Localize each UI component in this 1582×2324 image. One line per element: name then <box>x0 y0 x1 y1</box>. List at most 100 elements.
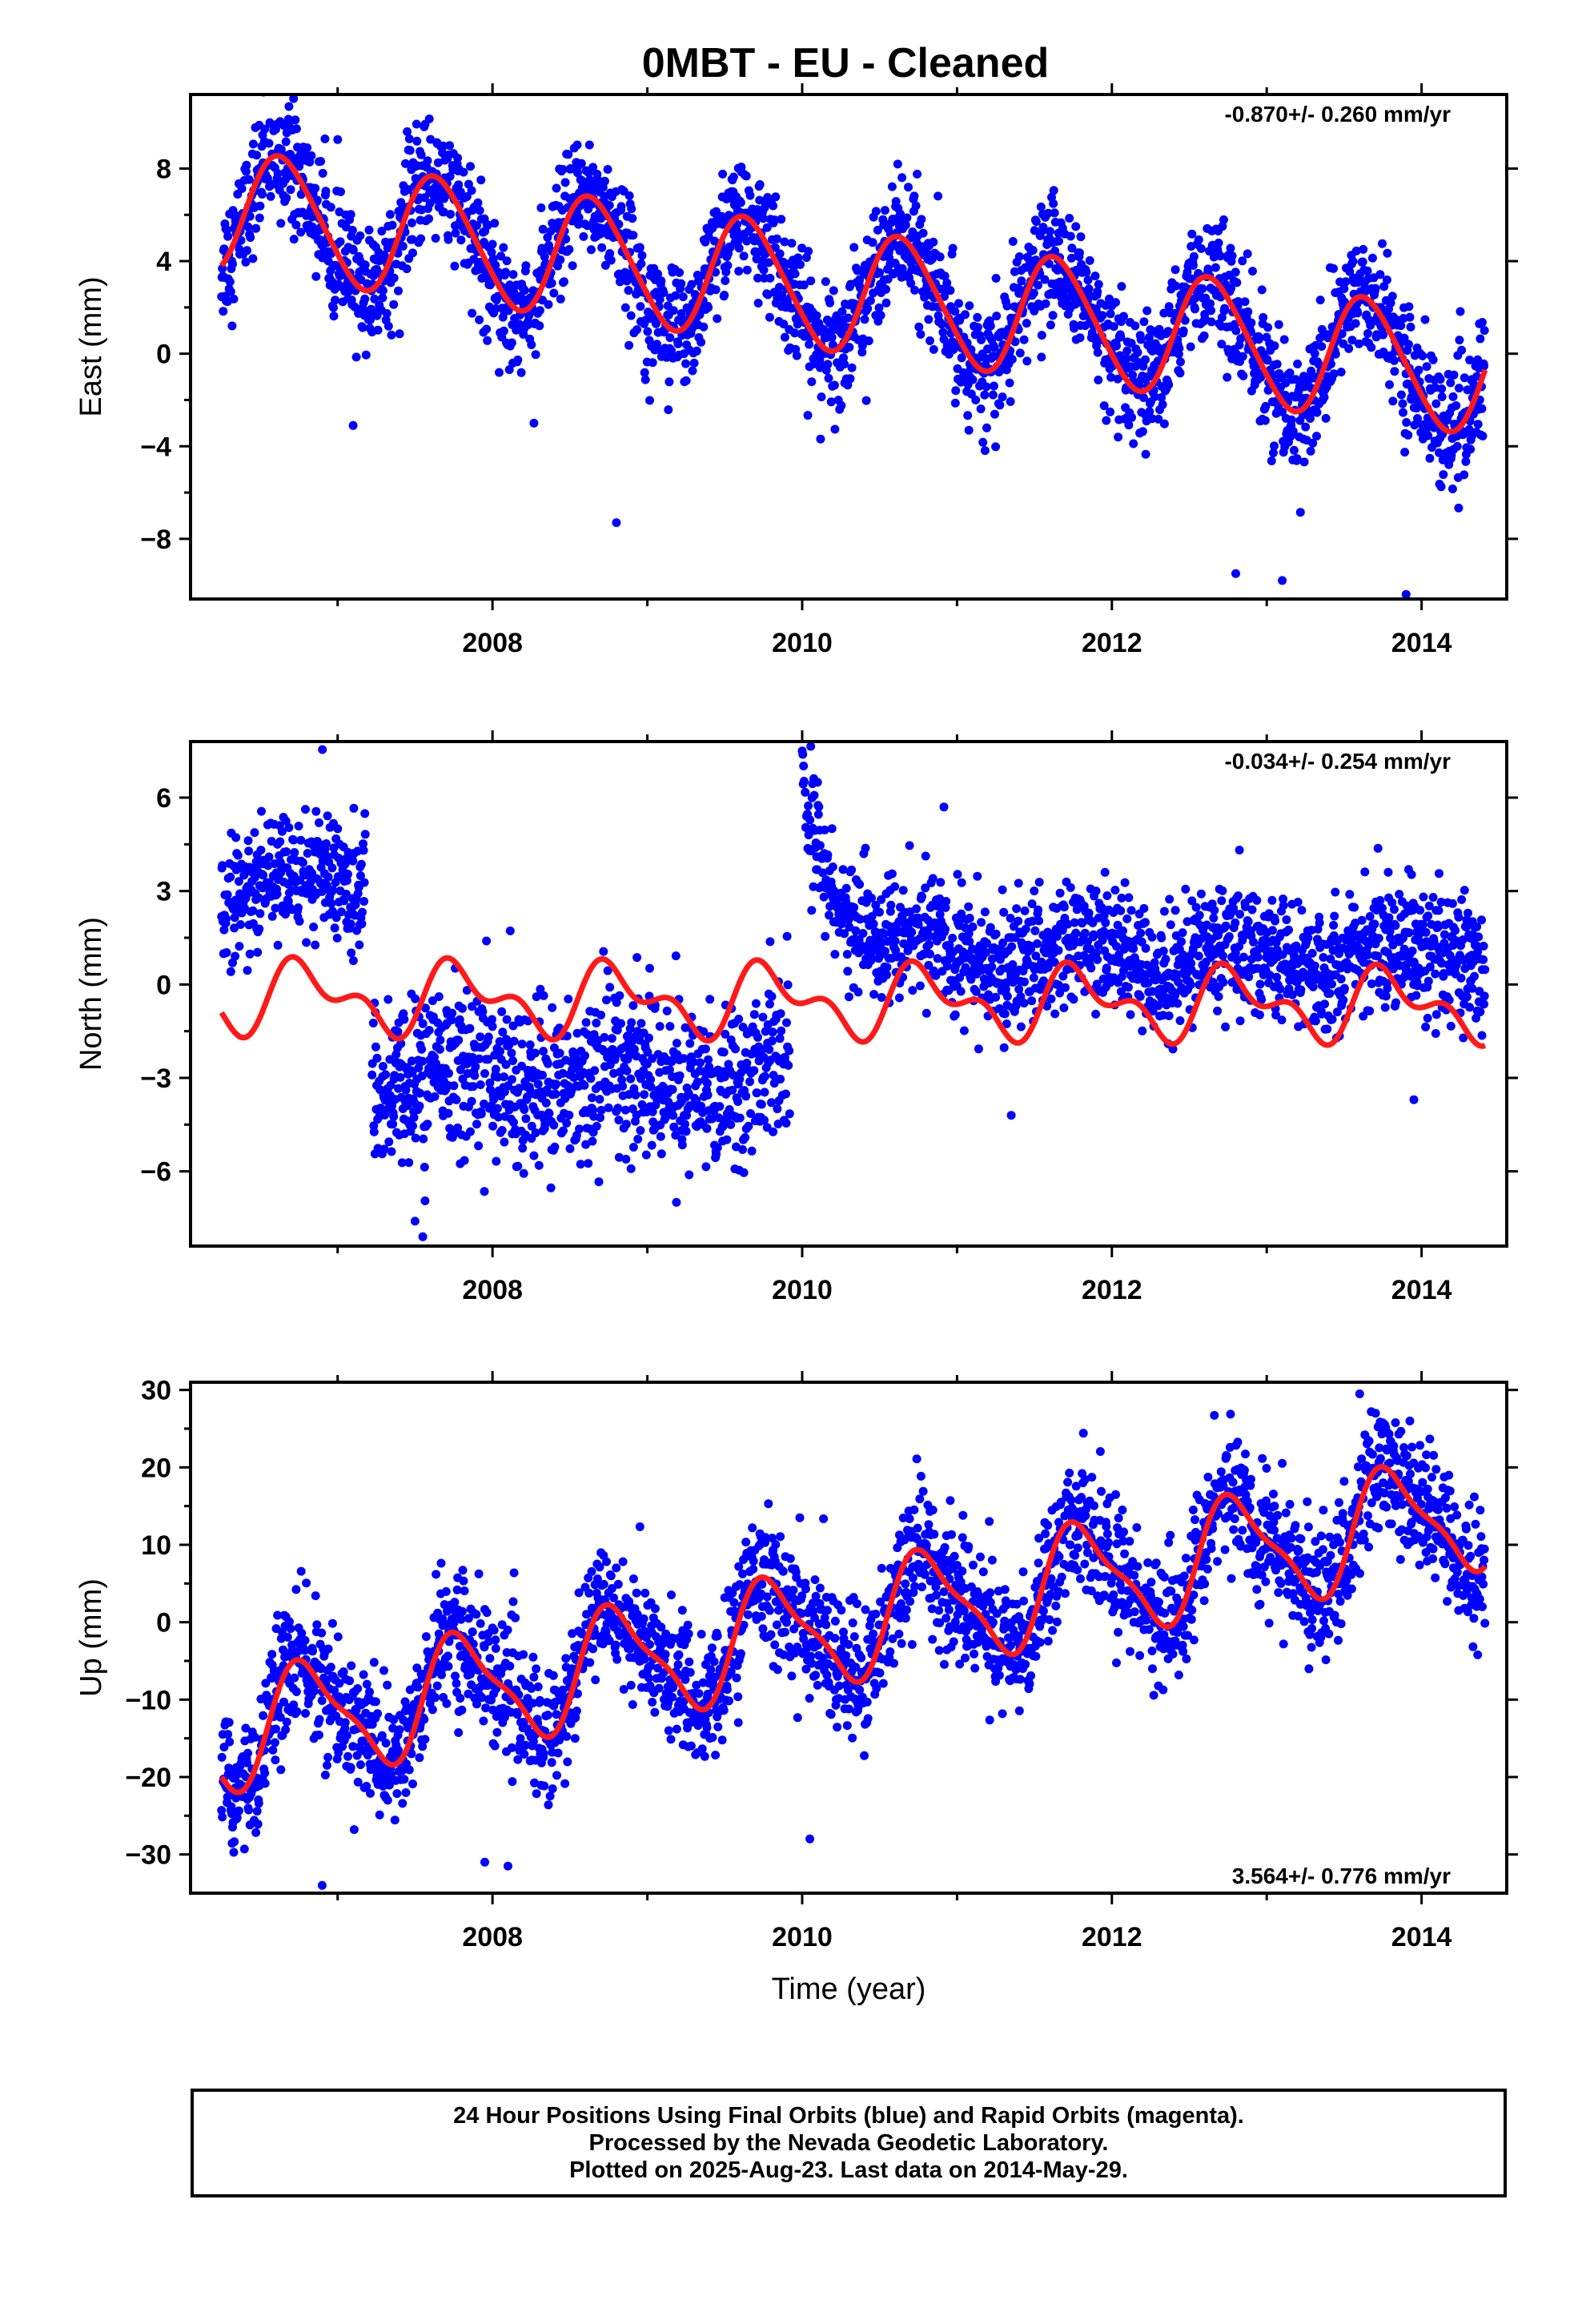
north-data-point <box>1055 988 1065 998</box>
east-x-tick-label: 2008 <box>462 628 523 658</box>
north-data-point <box>624 1090 634 1100</box>
north-data-point <box>726 1120 736 1129</box>
east-data-point <box>454 180 464 190</box>
north-data-point <box>875 907 884 917</box>
north-data-point <box>275 837 285 846</box>
north-data-point <box>243 836 253 846</box>
north-data-point <box>491 1064 500 1074</box>
north-data-point <box>777 1026 786 1035</box>
north-data-point <box>636 1126 645 1136</box>
north-data-point <box>271 903 280 913</box>
north-data-point <box>1218 886 1227 895</box>
north-data-point <box>538 1071 547 1080</box>
north-data-point <box>964 929 974 939</box>
east-data-point <box>1122 354 1131 364</box>
north-data-point <box>408 1068 417 1078</box>
east-data-point <box>675 267 685 277</box>
east-data-point <box>1188 261 1198 270</box>
north-data-point <box>1235 846 1244 854</box>
north-data-point <box>912 904 921 914</box>
east-data-point <box>823 360 833 369</box>
east-data-point <box>1454 503 1464 513</box>
east-data-point <box>1348 256 1358 266</box>
north-data-point <box>675 1071 685 1080</box>
north-data-point <box>631 1090 640 1100</box>
north-data-point <box>543 1059 552 1068</box>
north-data-point <box>416 1088 424 1098</box>
north-data-point <box>1026 944 1036 954</box>
east-data-point <box>677 309 686 318</box>
east-data-point <box>837 307 847 316</box>
east-data-point <box>382 309 391 318</box>
north-data-point <box>908 986 917 995</box>
east-data-point <box>1367 253 1377 263</box>
north-data-point <box>1186 980 1195 990</box>
north-data-point <box>1046 994 1056 1003</box>
east-data-point <box>1127 412 1137 422</box>
north-data-point <box>867 893 876 903</box>
north-data-point <box>1170 991 1180 1000</box>
north-data-point <box>999 907 1009 917</box>
east-data-point <box>527 340 536 349</box>
north-data-point <box>785 1046 794 1055</box>
north-data-point <box>781 1119 791 1128</box>
east-data-point <box>1147 414 1157 424</box>
north-data-point <box>534 1160 544 1170</box>
east-data-point <box>678 292 688 302</box>
north-data-point <box>243 966 252 975</box>
north-data-point <box>1231 918 1240 927</box>
north-data-point <box>400 1015 409 1024</box>
north-data-point <box>1058 926 1067 935</box>
east-data-point <box>864 336 873 346</box>
east-data-point <box>1274 320 1283 329</box>
north-data-point <box>1164 1011 1174 1020</box>
north-data-point <box>977 918 986 927</box>
north-data-point <box>1177 937 1186 947</box>
east-data-point <box>1363 266 1372 275</box>
east-data-point <box>1287 415 1296 424</box>
north-data-point <box>813 810 823 819</box>
east-data-point <box>1164 380 1174 389</box>
north-data-point <box>230 913 239 923</box>
north-data-point <box>1034 916 1044 926</box>
east-data-point <box>692 346 701 356</box>
north-data-point <box>588 1105 598 1115</box>
east-data-point <box>490 219 500 228</box>
north-data-point <box>1124 893 1134 903</box>
north-data-point <box>588 1136 597 1146</box>
north-data-point <box>539 1047 548 1056</box>
north-data-point <box>1038 976 1048 986</box>
east-data-point <box>624 191 634 200</box>
east-data-point <box>973 312 982 322</box>
north-data-point <box>430 1092 440 1101</box>
east-data-point <box>502 256 512 266</box>
east-data-point <box>407 218 416 227</box>
east-data-point <box>1030 226 1039 235</box>
north-data-point <box>315 818 323 827</box>
north-data-point <box>379 1144 389 1154</box>
north-data-point <box>259 870 268 880</box>
east-data-point <box>980 390 990 400</box>
east-data-point <box>445 141 455 151</box>
east-data-point <box>243 222 253 231</box>
east-data-point <box>1379 282 1389 292</box>
east-data-points <box>217 94 1489 599</box>
east-data-point <box>335 237 345 247</box>
north-data-point <box>420 1162 429 1172</box>
east-data-point <box>1454 384 1464 393</box>
north-data-point <box>615 991 624 1000</box>
north-data-point <box>613 1104 623 1113</box>
north-data-point <box>935 910 945 919</box>
north-data-point <box>484 1055 493 1064</box>
north-data-point <box>645 963 654 973</box>
east-data-point <box>982 382 991 392</box>
east-data-point <box>237 184 247 193</box>
east-data-point <box>423 156 432 166</box>
north-data-point <box>641 1150 651 1160</box>
east-data-point <box>246 233 255 242</box>
north-data-point <box>741 1092 751 1101</box>
east-data-point <box>720 291 729 300</box>
north-data-point <box>1209 913 1219 923</box>
east-data-point <box>312 195 322 205</box>
east-data-point <box>893 159 902 169</box>
